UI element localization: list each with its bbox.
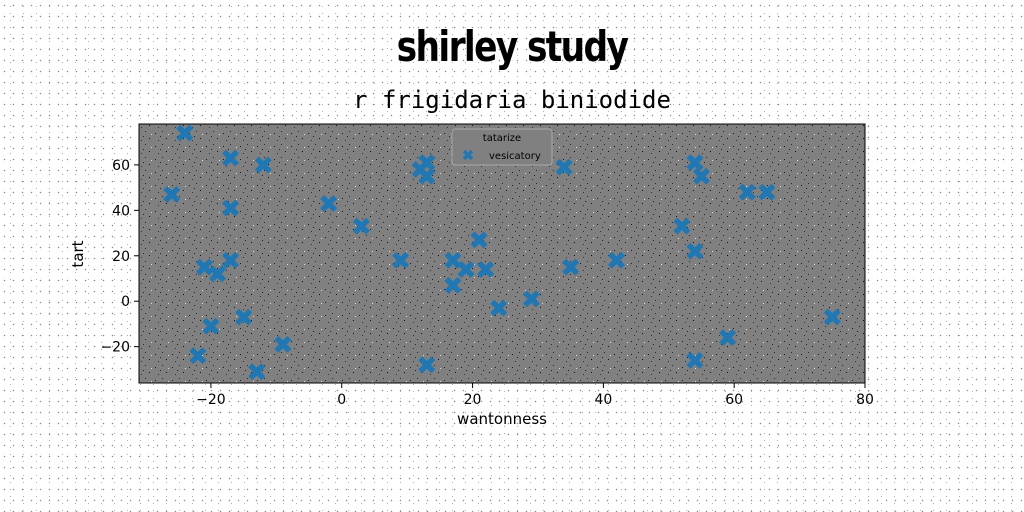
data-point (758, 183, 776, 201)
data-point (444, 251, 462, 269)
data-point (719, 329, 737, 347)
data-point (686, 242, 704, 260)
y-tick-label: 40 (112, 203, 130, 219)
data-points (163, 124, 841, 381)
y-tick-label: 20 (112, 249, 130, 265)
data-point (418, 167, 436, 185)
x-tick-label: 20 (464, 392, 482, 408)
data-point (274, 335, 292, 353)
data-point (444, 276, 462, 294)
data-point (490, 299, 508, 317)
data-point (418, 356, 436, 374)
data-point (352, 217, 370, 235)
data-point (222, 199, 240, 217)
data-point (235, 308, 253, 326)
data-point (392, 251, 410, 269)
legend-marker-icon (462, 149, 474, 161)
data-point (202, 317, 220, 335)
data-point (189, 347, 207, 365)
data-point (686, 154, 704, 172)
x-tick-label: 40 (594, 392, 612, 408)
data-point (163, 185, 181, 203)
x-tick-label: 80 (856, 392, 874, 408)
legend-marker-vesicatory (462, 149, 474, 161)
x-tick-label: 60 (725, 392, 743, 408)
legend-title: tatarize (483, 133, 521, 144)
data-point (248, 363, 266, 381)
data-point (222, 149, 240, 167)
data-point (470, 231, 488, 249)
data-point (608, 251, 625, 269)
y-tick-label: −20 (100, 340, 130, 356)
data-point (209, 265, 226, 283)
x-tick-label: 0 (337, 392, 346, 408)
legend-label-vesicatory: vesicatory (489, 151, 541, 162)
x-axis: −20 0 20 40 60 80 (196, 383, 874, 408)
data-point (738, 183, 756, 201)
data-point (693, 167, 710, 185)
x-axis-label: wantonness (457, 410, 547, 428)
data-point (555, 158, 573, 176)
data-point (562, 258, 580, 276)
data-point (522, 290, 540, 308)
data-point (418, 154, 436, 172)
x-tick-label: −20 (196, 392, 226, 408)
data-point (823, 308, 841, 326)
data-point (477, 260, 495, 278)
y-axis: −20 0 20 40 60 (100, 158, 139, 356)
y-tick-label: 60 (112, 158, 130, 174)
legend: tatarize vesicatory (451, 128, 553, 166)
data-point (457, 260, 475, 278)
data-point (222, 251, 240, 269)
y-axis-label: tart (69, 240, 87, 267)
data-point (254, 156, 272, 174)
data-point (176, 124, 194, 142)
data-point (686, 351, 704, 369)
data-point (673, 217, 691, 235)
legend-box (451, 128, 553, 166)
chart-title: shirley study (396, 22, 629, 71)
chart-subtitle: r frigidaria biniodide (353, 86, 671, 114)
y-tick-label: 0 (121, 294, 130, 310)
data-point (320, 195, 338, 212)
data-point (195, 258, 213, 276)
